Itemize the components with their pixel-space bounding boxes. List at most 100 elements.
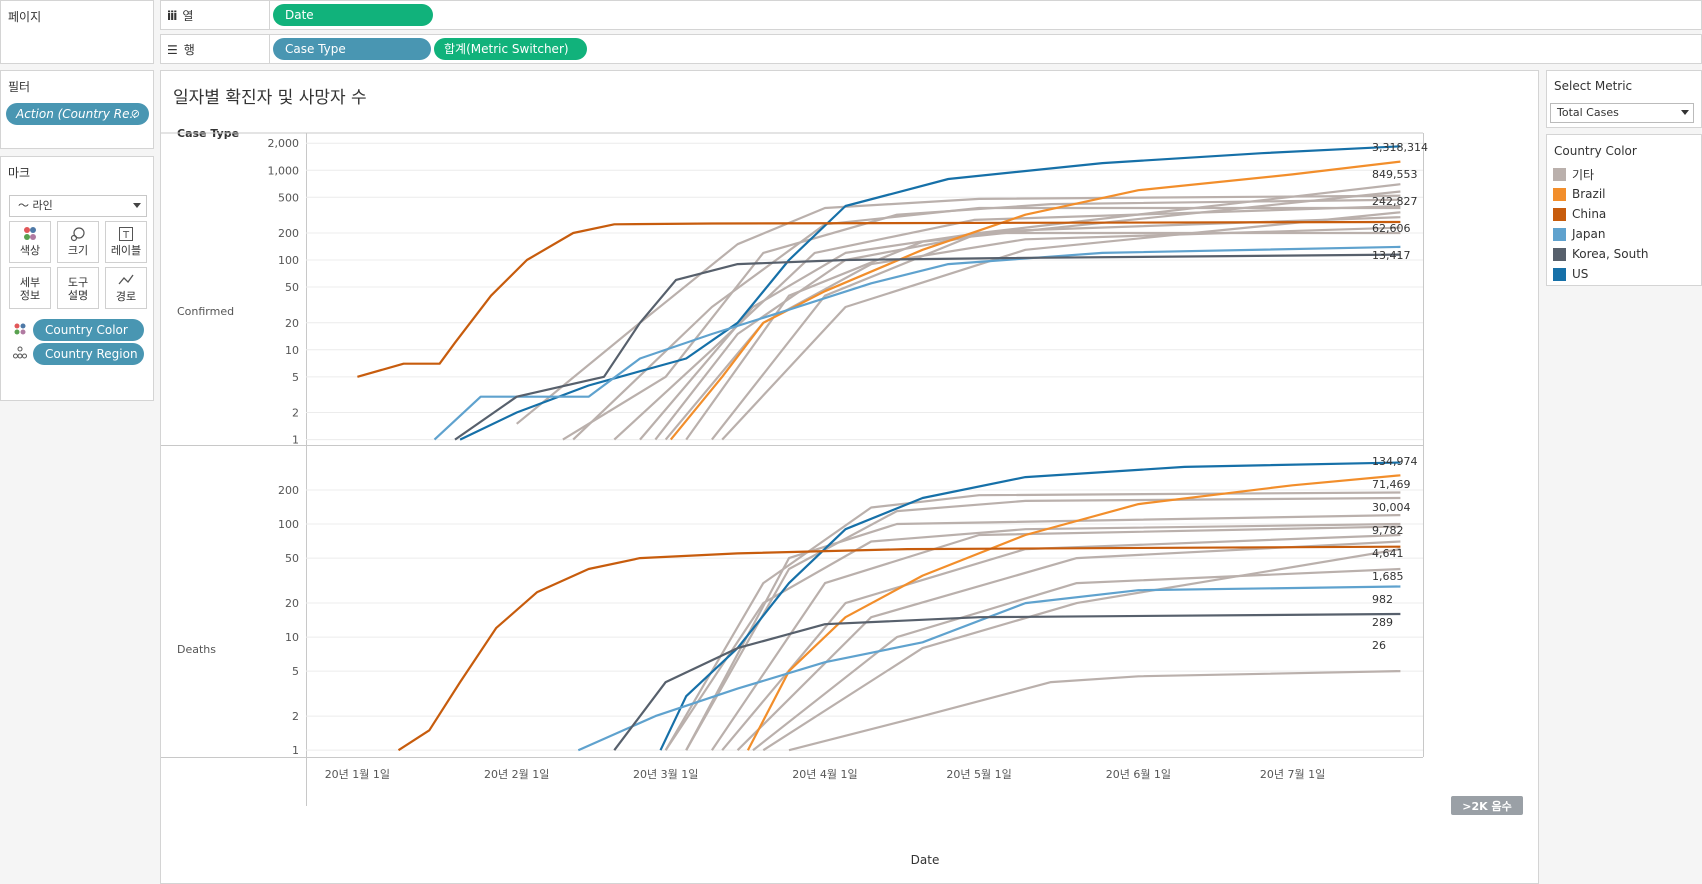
y-tick-label: 20 [285, 317, 299, 330]
series-line-korea-south [613, 612, 1401, 751]
y-tick-label: 20 [285, 597, 299, 610]
end-value-label: 982 [1372, 593, 1393, 606]
country-region-field-label: Country Region [45, 347, 138, 361]
color-dots-icon [21, 226, 39, 242]
legend-item-china[interactable]: China [1553, 205, 1606, 223]
color-button[interactable]: 색상 [9, 221, 51, 263]
y-tick-label: 50 [285, 281, 299, 294]
columns-shelf-label-wrap: iii 열 [167, 7, 193, 24]
marks-panel: 마크 〜 라인 색상 크기 T 레이블 세부 정보 도구 설명 경로 [0, 156, 154, 401]
legend-label: 기타 [1572, 167, 1595, 182]
series-line-china [397, 545, 1401, 752]
end-value-label: 4,641 [1372, 547, 1404, 560]
chart-title: 일자별 확진자 및 사망자 수 [173, 88, 367, 108]
legend-swatch [1553, 247, 1566, 261]
end-value-label: 71,469 [1372, 478, 1411, 491]
detail-button[interactable]: 세부 정보 [9, 267, 51, 309]
tooltip-button[interactable]: 도구 설명 [57, 267, 99, 309]
label-button[interactable]: T 레이블 [105, 221, 147, 263]
country-color-legend: Country Color 기타 Brazil China Japan Kore… [1546, 134, 1702, 286]
y-tick-label: 100 [278, 254, 299, 267]
end-value-label: 242,827 [1372, 195, 1418, 208]
metric-dropdown[interactable]: Total Cases [1550, 103, 1694, 123]
y-tick-label: 1 [292, 744, 299, 757]
chevron-down-icon [1681, 110, 1689, 115]
x-tick-label: 20년 2월 1일 [484, 767, 549, 781]
case-type-row-pill[interactable]: Case Type [273, 38, 431, 60]
size-button-label: 크기 [67, 244, 89, 257]
tooltip-button-label-1: 도구 [67, 276, 89, 289]
date-column-pill[interactable]: Date [273, 4, 433, 26]
legend-swatch [1553, 267, 1566, 281]
path-button-label: 경로 [115, 290, 137, 303]
deaths-pane-label: Deaths [177, 643, 216, 656]
rows-shelf-divider [269, 35, 270, 63]
legend-item-brazil[interactable]: Brazil [1553, 185, 1606, 203]
series-line-other [788, 670, 1401, 752]
confirmed-pane-label: Confirmed [177, 305, 234, 318]
link-icon: ⊘ [130, 107, 140, 120]
rows-shelf: ☰ 행 Case Type 합계(Metric Switcher) [160, 34, 1702, 64]
legend-swatch [1553, 187, 1566, 201]
pages-panel: 페이지 [0, 0, 154, 64]
y-tick-label: 5 [292, 665, 299, 678]
series-line-other [721, 211, 1401, 441]
y-tick-label: 50 [285, 552, 299, 565]
series-line-other [685, 496, 1401, 751]
svg-text:T: T [122, 230, 130, 241]
series-line-brazil [746, 474, 1401, 751]
negative-values-badge[interactable]: >2K 음수 [1451, 796, 1523, 815]
y-tick-label: 500 [278, 191, 299, 204]
color-button-label: 색상 [19, 244, 41, 257]
legend-label: China [1572, 207, 1607, 221]
series-line-japan [433, 245, 1401, 441]
y-tick-label: 200 [278, 484, 299, 497]
country-color-field[interactable]: Country Color [33, 319, 144, 341]
legend-item-japan[interactable]: Japan [1553, 225, 1605, 243]
rows-shelf-label: 행 [183, 43, 195, 57]
detail-button-label-2: 정보 [19, 289, 41, 302]
filter-pill[interactable]: Action (Country Re.. ⊘ [6, 103, 149, 125]
legend-item-other[interactable]: 기타 [1553, 165, 1594, 183]
series-line-korea-south [454, 253, 1401, 441]
filter-pill-label: Action (Country Re.. [16, 107, 138, 121]
legend-item-korea-south[interactable]: Korea, South [1553, 245, 1649, 263]
x-tick-label: 20년 7월 1일 [1260, 767, 1325, 781]
chevron-down-icon [133, 203, 141, 208]
columns-shelf-divider [269, 1, 270, 29]
series-line-other [736, 540, 1401, 751]
y-tick-label: 1,000 [268, 164, 300, 177]
metric-switcher-row-pill[interactable]: 합계(Metric Switcher) [434, 38, 587, 60]
legend-label: US [1572, 267, 1589, 281]
series-line-other [572, 206, 1401, 441]
end-value-label: 1,685 [1372, 570, 1404, 583]
chart-view: 일자별 확진자 및 사망자 수 Case Type Confirmed Deat… [160, 70, 1539, 884]
pages-panel-title: 페이지 [8, 10, 42, 24]
series-line-china [357, 220, 1401, 378]
end-value-label: 849,553 [1372, 168, 1418, 181]
path-button[interactable]: 경로 [105, 267, 147, 309]
chart-layer: 20년 1월 1일 20년 2월 1일 20년 3월 1일 20년 4월 1일 20년 … [161, 132, 1428, 806]
series-line-other [639, 231, 1401, 441]
columns-shelf: iii 열 Date [160, 0, 1702, 30]
rows-shelf-label-wrap: ☰ 행 [167, 41, 195, 58]
legend-item-us[interactable]: US [1553, 265, 1588, 283]
series-line-us [459, 145, 1401, 441]
metric-dropdown-value: Total Cases [1557, 106, 1619, 119]
mark-type-select[interactable]: 〜 라인 [9, 195, 147, 217]
series-line-other [562, 198, 1401, 441]
series-line-us [659, 461, 1401, 751]
legend-swatch [1553, 167, 1566, 181]
select-metric-panel: Select Metric Total Cases [1546, 70, 1702, 128]
y-tick-label: 2 [292, 407, 299, 420]
end-value-label: 13,417 [1372, 249, 1411, 262]
country-region-field[interactable]: Country Region [33, 343, 144, 365]
country-color-field-label: Country Color [45, 323, 128, 337]
detail-field-icon [13, 346, 27, 363]
label-button-label: 레이블 [110, 244, 142, 257]
x-tick-label: 20년 3월 1일 [633, 767, 698, 781]
line-mark-icon: 〜 [18, 199, 29, 212]
series-line-other [685, 514, 1401, 751]
size-button[interactable]: 크기 [57, 221, 99, 263]
y-tick-label: 200 [278, 227, 299, 240]
